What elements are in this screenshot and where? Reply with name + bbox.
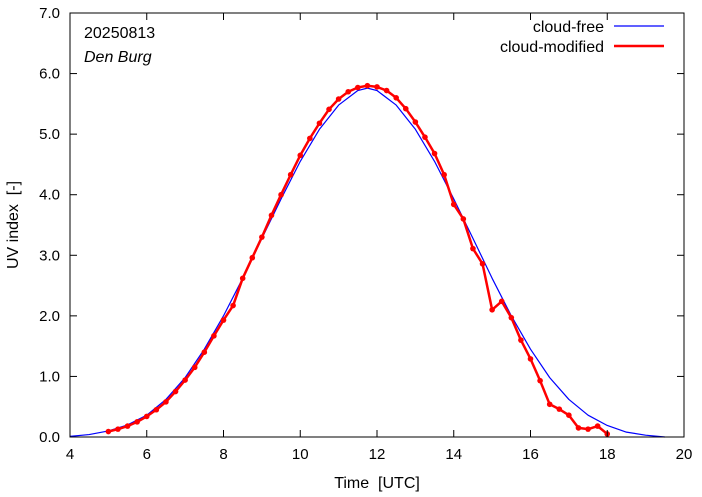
series-point	[412, 119, 419, 125]
y-axis-label: UV index [-]	[5, 181, 22, 269]
series-point	[335, 96, 342, 102]
series-point	[441, 171, 447, 178]
x-tick-label: 18	[599, 446, 616, 463]
y-tick-label: 5.0	[39, 126, 60, 143]
series-point	[575, 425, 582, 431]
series-point	[508, 314, 515, 321]
series-point	[364, 82, 371, 89]
series-point	[498, 298, 505, 305]
series-point	[537, 377, 543, 384]
series-point	[345, 88, 352, 95]
y-tick-label: 7.0	[39, 5, 60, 22]
y-tick-label: 2.0	[39, 308, 60, 325]
series-point	[259, 234, 265, 240]
plot-frame	[69, 12, 685, 438]
y-tick-label: 1.0	[39, 368, 60, 385]
series-point	[134, 419, 140, 425]
series-point	[460, 216, 467, 222]
series-point	[450, 201, 457, 208]
series-point	[566, 412, 572, 418]
x-tick-label: 16	[522, 446, 539, 463]
date-annotation: 20250813	[84, 25, 155, 42]
x-tick-label: 4	[66, 446, 74, 463]
x-tick-label: 10	[292, 446, 309, 463]
series-point	[153, 406, 160, 413]
y-tick-label: 4.0	[39, 187, 60, 204]
series-point	[546, 401, 553, 408]
series-layer	[69, 82, 665, 438]
y-tick-label: 6.0	[39, 66, 60, 83]
series-point	[585, 426, 591, 432]
series-point	[556, 406, 563, 412]
series-point	[393, 95, 399, 101]
series-point	[374, 84, 380, 90]
legend-label-cloud-modified: cloud-modified	[500, 39, 604, 56]
series-point	[594, 423, 601, 429]
series-point	[115, 426, 121, 432]
series-line-0	[69, 87, 665, 438]
series-point	[383, 87, 390, 94]
series-point	[326, 106, 332, 113]
series-point	[402, 105, 409, 112]
series-point	[239, 275, 246, 282]
legend: cloud-free cloud-modified	[500, 19, 664, 56]
series-point	[182, 377, 188, 383]
series-point	[527, 356, 534, 362]
series-point	[470, 245, 476, 252]
series-point	[316, 120, 323, 127]
series-point	[355, 84, 361, 91]
series-point	[431, 150, 438, 157]
series-point	[297, 152, 304, 159]
series-point	[489, 307, 495, 313]
station-annotation: Den Burg	[84, 49, 152, 66]
series-point	[422, 134, 428, 140]
series-point	[518, 337, 524, 343]
series-point	[105, 428, 112, 435]
x-axis-label: Time [UTC]	[334, 475, 420, 492]
series-point	[307, 135, 313, 142]
series-point	[249, 254, 256, 261]
series-point	[163, 399, 169, 405]
series-point	[268, 212, 275, 219]
y-tick-label: 3.0	[39, 247, 60, 264]
series-point	[143, 413, 150, 420]
series-point	[287, 171, 294, 178]
series-point	[191, 364, 198, 371]
series-point	[479, 260, 486, 267]
x-tick-label: 14	[445, 446, 462, 463]
series-point	[230, 302, 236, 309]
x-tick-label: 12	[369, 446, 386, 463]
x-tick-label: 6	[143, 446, 151, 463]
x-tick-label: 20	[676, 446, 693, 463]
series-point	[278, 191, 284, 198]
series-point	[201, 349, 208, 356]
series-point	[172, 388, 179, 395]
x-tick-label: 8	[219, 446, 227, 463]
series-point	[211, 333, 217, 339]
series-point	[124, 423, 131, 429]
legend-label-cloud-free: cloud-free	[533, 19, 604, 36]
ticks-layer: 4 6 8 10 12 14 16 18 20 0.0 1.0 2.0 3.0 4.0 5.0 6.0 7.0	[39, 5, 692, 463]
series-point	[220, 317, 227, 323]
y-tick-label: 0.0	[39, 429, 60, 446]
